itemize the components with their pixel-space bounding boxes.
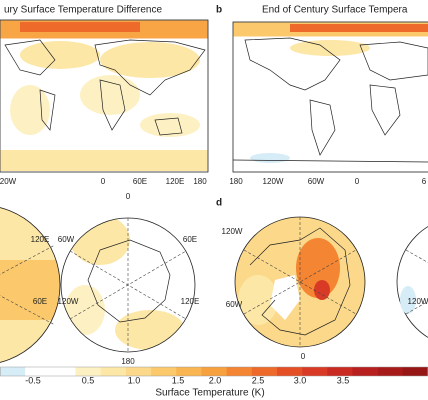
colorbar-segment xyxy=(0,367,26,376)
polar-label: 0 xyxy=(126,192,131,201)
polar-label: 120E xyxy=(31,235,50,244)
panel-letter: b xyxy=(216,5,222,16)
colorbar-segment xyxy=(75,367,102,376)
colorbar-segment xyxy=(226,367,253,376)
colorbar-segment xyxy=(50,367,76,376)
polar-label: 120W xyxy=(408,297,428,306)
colorbar-tick-label: 0.5 xyxy=(82,375,95,385)
colorbar-segment xyxy=(352,367,378,376)
colorbar-segment xyxy=(402,367,428,376)
colorbar-segment xyxy=(251,367,278,376)
lon-label: 6 xyxy=(422,177,427,186)
polar-label: 0 xyxy=(301,352,306,361)
panel-title: End of Century Surface Tempera xyxy=(262,5,408,16)
lon-label: 180 xyxy=(229,177,243,186)
lon-label: 60E xyxy=(133,177,147,186)
colorbar-segment xyxy=(201,367,227,376)
lon-label: 120W xyxy=(263,177,284,186)
colorbar-tick-label: 3.0 xyxy=(294,375,307,385)
panel-letter: d xyxy=(216,198,222,209)
polar-label: 120E xyxy=(181,297,200,306)
map-b xyxy=(232,21,428,173)
lon-label: 0 xyxy=(355,177,360,186)
colorbar-tick-label: 3.5 xyxy=(337,375,350,385)
polar-2 xyxy=(60,217,196,353)
colorbar-tick-label: -0.5 xyxy=(25,375,41,385)
labels: ury Surface Temperature Difference b End… xyxy=(4,5,408,209)
colorbar-tick-label: 2.0 xyxy=(209,375,222,385)
polar-label: 60E xyxy=(33,297,47,306)
polar-4 xyxy=(396,226,428,338)
colorbar: -0.5 0.5 1.0 1.5 2.0 2.5 3.0 3.5 Surface Tempera… xyxy=(0,366,428,399)
colorbar-segment xyxy=(100,367,127,376)
colorbar-tick-label: 2.5 xyxy=(252,375,265,385)
lon-label: 60W xyxy=(308,177,325,186)
polar-label: 120W xyxy=(222,227,243,236)
colorbar-segment xyxy=(125,367,152,376)
polar-3 xyxy=(234,216,366,348)
colorbar-segment xyxy=(302,367,328,376)
panel-title: ury Surface Temperature Difference xyxy=(4,5,162,16)
lon-label: 0 xyxy=(101,177,106,186)
map-a xyxy=(0,19,209,173)
colorbar-segment xyxy=(176,367,202,376)
colorbar-segment xyxy=(25,367,51,376)
polar-label: 60W xyxy=(58,235,75,244)
colorbar-segment xyxy=(151,367,177,376)
colorbar-segment xyxy=(276,367,303,376)
colorbar-tick-label: 1.0 xyxy=(128,375,141,385)
polar-label: 120W xyxy=(58,297,79,306)
polar-1 xyxy=(0,207,61,363)
colorbar-segment xyxy=(377,367,404,376)
polar-label: 180 xyxy=(121,357,135,366)
lon-label: 120E xyxy=(166,177,185,186)
polar-label: 60W xyxy=(226,300,243,309)
polar-label: 60E xyxy=(183,235,197,244)
colorbar-segment xyxy=(327,367,353,376)
colorbar-tick-label: 1.5 xyxy=(172,375,185,385)
lon-label: 180 xyxy=(193,177,207,186)
colorbar-label: Surface Temperature (K) xyxy=(155,388,264,399)
lon-label: 20W xyxy=(0,177,17,186)
